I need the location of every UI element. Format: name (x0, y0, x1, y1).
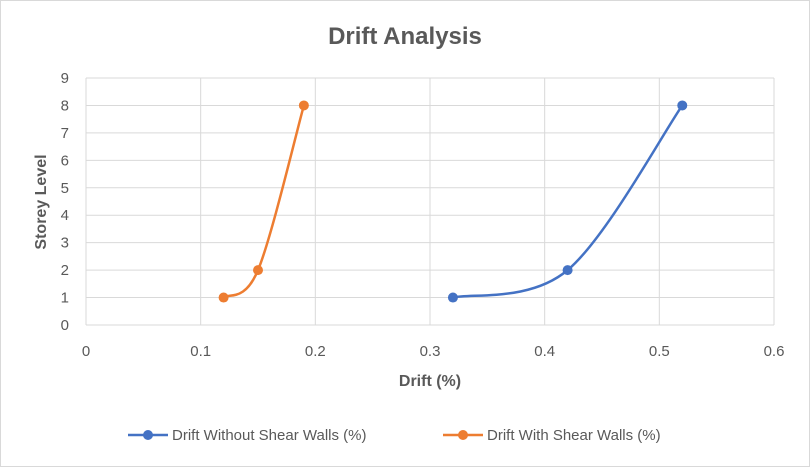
vertical-gridlines (85, 78, 775, 325)
series-line (222, 105, 306, 299)
y-tick-label: 6 (61, 152, 69, 169)
data-point (253, 265, 263, 276)
data-point (447, 292, 458, 303)
x-axis-title: Drift (%) (399, 373, 461, 390)
y-tick-label: 5 (61, 180, 69, 197)
legend-item: Drift With Shear Walls (%) (443, 427, 661, 444)
y-tick-label: 2 (61, 262, 69, 279)
legend-marker (458, 430, 468, 440)
y-tick-label: 3 (61, 235, 69, 252)
legend-item: Drift Without Shear Walls (%) (128, 427, 366, 444)
y-tick-label: 0 (61, 317, 69, 334)
x-tick-label: 0 (82, 343, 90, 360)
x-tick-label: 0.2 (305, 343, 326, 360)
legend-marker (143, 430, 153, 440)
data-point (298, 100, 309, 111)
data-point (562, 265, 573, 276)
series-layer (218, 100, 688, 303)
series-2 (218, 100, 309, 303)
y-axis-ticks: 0 1 2 3 4 5 6 7 8 9 (61, 70, 69, 334)
y-tick-label: 7 (61, 125, 69, 142)
series-line (452, 104, 684, 299)
y-tick-label: 9 (61, 70, 69, 87)
y-tick-label: 8 (61, 97, 69, 114)
series-1 (447, 100, 688, 303)
y-tick-label: 4 (61, 207, 69, 224)
data-point (677, 100, 688, 111)
x-axis-ticks: 0 0.1 0.2 0.3 0.4 0.5 0.6 (82, 343, 785, 360)
x-tick-label: 0.5 (649, 343, 670, 360)
legend-label: Drift With Shear Walls (%) (487, 427, 661, 444)
data-point (218, 292, 229, 303)
legend-label: Drift Without Shear Walls (%) (172, 427, 366, 444)
y-tick-label: 1 (61, 290, 69, 307)
legend: Drift Without Shear Walls (%) Drift With … (128, 427, 661, 444)
x-tick-label: 0.4 (534, 343, 555, 360)
chart-title: Drift Analysis (328, 23, 482, 50)
x-tick-label: 0.6 (764, 343, 785, 360)
x-tick-label: 0.1 (190, 343, 211, 360)
horizontal-gridlines (86, 77, 774, 326)
x-tick-label: 0.3 (420, 343, 441, 360)
y-axis-title: Storey Level (33, 154, 50, 249)
